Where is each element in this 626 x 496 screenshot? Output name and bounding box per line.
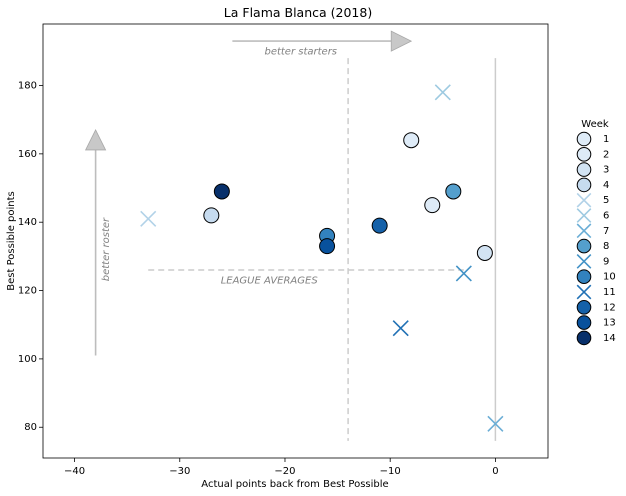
annotation-label-1: better starters (264, 46, 337, 57)
legend-entry-week-7: 7 (576, 223, 609, 239)
legend-marker-week-5 (576, 192, 592, 208)
point-week-6 (434, 84, 451, 101)
annotation-label-3: LEAGUE AVERAGES (221, 275, 319, 286)
annotations: better starters better roster LEAGUE AVERA… (84, 30, 413, 356)
legend-entry-week-2: 2 (576, 147, 609, 162)
legend-marker-week-2 (576, 147, 592, 162)
y-tick-label: 120 (18, 286, 37, 297)
legend-marker-week-12 (576, 300, 592, 315)
point-week-13 (319, 238, 336, 255)
y-tick-label: 140 (18, 217, 37, 228)
y-tick-label: 180 (18, 81, 37, 92)
legend-marker-week-10 (576, 269, 592, 285)
legend-label-week-8: 8 (603, 241, 609, 252)
annotation-arrow-head-2 (84, 129, 107, 151)
point-week-1 (403, 132, 420, 149)
annotation-label-2: better roster (101, 217, 112, 281)
legend-entry-week-10: 10 (576, 269, 616, 285)
data-points (140, 84, 504, 432)
legend-title: Week (581, 119, 609, 130)
point-week-14 (213, 183, 230, 200)
legend-label-week-11: 11 (603, 287, 616, 298)
legend-entry-week-8: 8 (576, 238, 609, 254)
annotation-arrow-head-1 (390, 30, 413, 52)
point-week-11 (392, 320, 409, 337)
legend-label-week-12: 12 (603, 302, 616, 313)
legend-marker-week-3 (576, 162, 592, 177)
legend-marker-week-13 (576, 315, 592, 330)
legend-label-week-2: 2 (603, 149, 609, 160)
legend-label-week-10: 10 (603, 272, 616, 283)
x-tick-label: −40 (64, 466, 85, 477)
legend-entry-week-14: 14 (576, 330, 616, 346)
y-tick-label: 100 (18, 354, 37, 365)
x-tick-label: −10 (380, 466, 401, 477)
point-week-4 (203, 207, 220, 224)
legend-entry-week-12: 12 (576, 300, 616, 315)
legend-entry-week-6: 6 (576, 208, 609, 223)
legend-entry-week-13: 13 (576, 315, 616, 330)
x-axis: −40 −30 −20 −10 0 (64, 458, 499, 477)
point-week-7 (487, 415, 504, 432)
point-week-9 (455, 265, 472, 282)
legend-label-week-3: 3 (603, 165, 609, 176)
legend-entry-week-9: 9 (576, 254, 609, 269)
legend-entry-week-1: 1 (576, 131, 609, 147)
plot-area (42, 23, 549, 459)
legend-marker-week-14 (576, 330, 592, 346)
legend-marker-week-7 (576, 223, 592, 239)
legend-entry-week-4: 4 (576, 177, 609, 193)
legend-marker-week-9 (576, 254, 592, 269)
point-week-8 (445, 183, 462, 200)
legend-label-week-14: 14 (603, 333, 616, 344)
legend-label-week-7: 7 (603, 226, 609, 237)
y-tick-label: 160 (18, 149, 37, 160)
legend-marker-week-4 (576, 177, 592, 193)
legend-marker-week-6 (576, 208, 592, 223)
y-axis: 80 100 120 140 160 180 (18, 81, 43, 433)
legend-marker-week-11 (576, 284, 592, 300)
legend-marker-week-8 (576, 238, 592, 254)
point-week-3 (476, 244, 493, 261)
reference-lines (148, 58, 497, 441)
legend-label-week-5: 5 (603, 195, 609, 206)
chart-title: La Flama Blanca (2018) (224, 5, 372, 20)
point-week-2 (424, 197, 441, 214)
legend-entry-week-3: 3 (576, 162, 609, 177)
y-axis-label: Best Possible points (6, 191, 17, 290)
y-tick-label: 80 (24, 422, 37, 433)
legend-label-week-9: 9 (603, 256, 609, 267)
legend-label-week-6: 6 (603, 211, 609, 222)
x-tick-label: −20 (274, 466, 295, 477)
legend-label-week-1: 1 (603, 134, 609, 145)
x-tick-label: −30 (169, 466, 190, 477)
legend-entry-week-11: 11 (576, 284, 616, 300)
point-week-12 (371, 217, 388, 234)
legend-label-week-13: 13 (603, 318, 616, 329)
x-axis-label: Actual points back from Best Possible (201, 479, 388, 490)
legend-label-week-4: 4 (603, 180, 609, 191)
x-tick-label: 0 (492, 466, 498, 477)
legend-entry-week-5: 5 (576, 192, 609, 208)
point-week-5 (140, 210, 157, 227)
legend-marker-week-1 (576, 131, 592, 147)
